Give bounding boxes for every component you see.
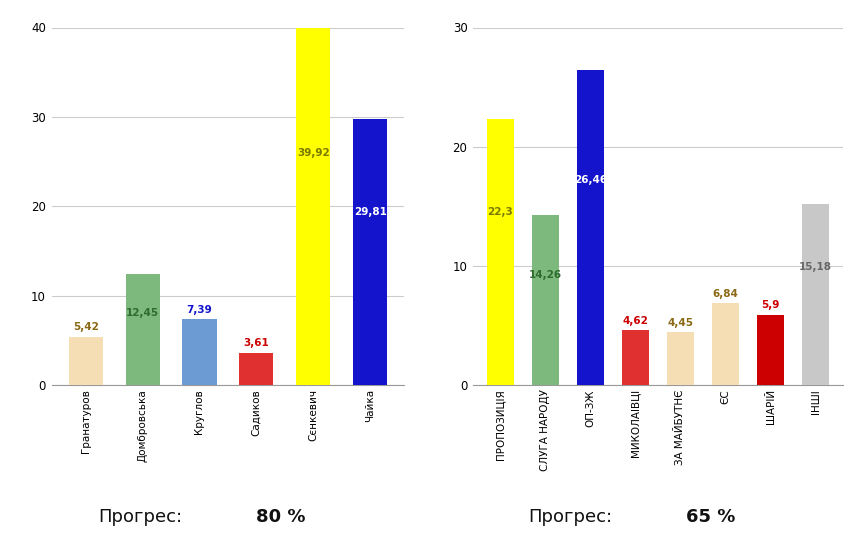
- Bar: [239, 353, 273, 385]
- Text: 12,45: 12,45: [126, 307, 159, 318]
- Bar: [182, 319, 217, 385]
- Bar: [353, 119, 387, 385]
- Text: 5,9: 5,9: [761, 300, 780, 310]
- Bar: [487, 119, 513, 385]
- Bar: [577, 70, 604, 385]
- Text: 7,39: 7,39: [187, 305, 212, 315]
- Text: 26,46: 26,46: [574, 175, 607, 185]
- Bar: [531, 215, 559, 385]
- Bar: [296, 28, 330, 385]
- Bar: [757, 315, 784, 385]
- Text: 39,92: 39,92: [297, 148, 329, 158]
- Text: 4,62: 4,62: [623, 316, 648, 326]
- Bar: [712, 304, 739, 385]
- Bar: [69, 337, 103, 385]
- Bar: [666, 332, 694, 385]
- Bar: [622, 330, 649, 385]
- Text: 14,26: 14,26: [529, 270, 562, 279]
- Text: 6,84: 6,84: [713, 289, 739, 299]
- Text: 65 %: 65 %: [686, 508, 735, 526]
- Text: 3,61: 3,61: [243, 338, 269, 349]
- Text: 80 %: 80 %: [256, 508, 306, 526]
- Text: 15,18: 15,18: [799, 262, 832, 272]
- Text: 5,42: 5,42: [73, 322, 99, 332]
- Bar: [802, 204, 829, 385]
- Text: 29,81: 29,81: [353, 207, 386, 217]
- Bar: [126, 274, 160, 385]
- Text: Прогрес:: Прогрес:: [98, 508, 182, 526]
- Text: 22,3: 22,3: [487, 207, 513, 217]
- Text: Прогрес:: Прогрес:: [528, 508, 612, 526]
- Text: 4,45: 4,45: [667, 318, 693, 328]
